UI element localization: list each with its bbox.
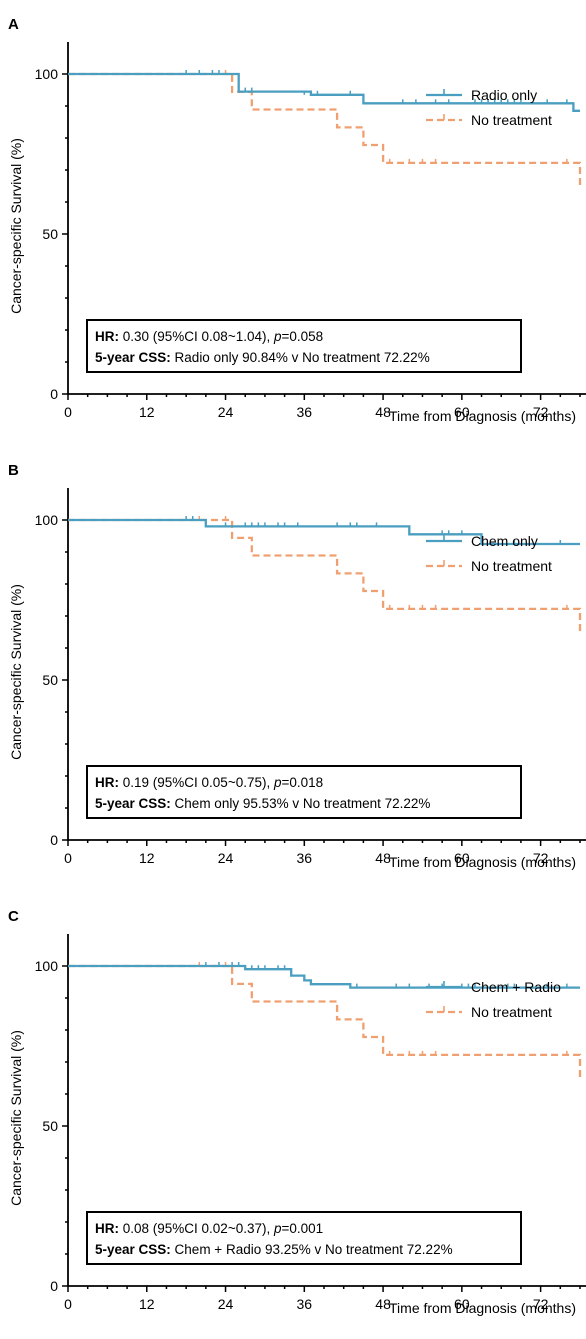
css-text: 5-year CSS: Chem only 95.53% v No treatm… xyxy=(95,796,430,811)
survival-curve-no-treatment xyxy=(68,518,582,634)
hr-label: HR: xyxy=(95,775,119,790)
css-value: Chem + Radio 93.25% v No treatment 72.22… xyxy=(171,1242,453,1257)
legend-label: No treatment xyxy=(471,112,552,128)
x-tick-label: 48 xyxy=(375,404,391,420)
css-text: 5-year CSS: Chem + Radio 93.25% v No tre… xyxy=(95,1242,453,1257)
y-axis-title: Cancer-specific Survival (%) xyxy=(8,1030,24,1206)
panel-label: C xyxy=(8,908,19,925)
annotation-box xyxy=(86,319,522,373)
y-tick-label: 50 xyxy=(42,1118,58,1134)
hr-label: HR: xyxy=(95,329,119,344)
y-axis-title: Cancer-specific Survival (%) xyxy=(8,584,24,760)
hr-value: 0.19 (95%CI 0.05~0.75), xyxy=(119,775,274,790)
x-axis-title: Time from Diagnosis (months) xyxy=(389,408,576,424)
x-tick-label: 12 xyxy=(139,850,155,866)
legend-label: Radio only xyxy=(471,87,537,103)
x-tick-label: 0 xyxy=(64,404,72,420)
x-tick-label: 60 xyxy=(454,1296,470,1312)
x-tick-label: 24 xyxy=(218,850,234,866)
x-tick-label: 36 xyxy=(297,850,313,866)
x-tick-label: 60 xyxy=(454,850,470,866)
annotation-box xyxy=(86,765,522,819)
x-tick-label: 24 xyxy=(218,1296,234,1312)
y-tick-label: 0 xyxy=(50,386,58,402)
survival-curve-treatment xyxy=(68,518,580,546)
km-panel-a: A Cancer-specific Survival (%) Time from D… xyxy=(8,16,586,424)
y-tick-label: 100 xyxy=(35,958,59,974)
panel-label: A xyxy=(8,16,19,33)
css-text: 5-year CSS: Radio only 90.84% v No treat… xyxy=(95,350,430,365)
x-tick-label: 0 xyxy=(64,850,72,866)
y-tick-label: 100 xyxy=(35,66,59,82)
y-tick-label: 0 xyxy=(50,1278,58,1294)
legend-label: Chem only xyxy=(471,533,538,549)
y-tick-label: 0 xyxy=(50,832,58,848)
p-symbol: p xyxy=(273,1221,282,1236)
x-tick-label: 72 xyxy=(533,1296,549,1312)
legend-label: No treatment xyxy=(471,558,552,574)
survival-curve-treatment xyxy=(68,964,580,989)
km-panel-c: C Cancer-specific Survival (%) Time from D… xyxy=(8,908,586,1316)
p-value: =0.001 xyxy=(282,1221,324,1236)
x-tick-label: 48 xyxy=(375,1296,391,1312)
survival-curve-treatment xyxy=(68,72,580,112)
survival-curve-no-treatment xyxy=(68,964,582,1080)
hr-label: HR: xyxy=(95,1221,119,1236)
legend-label: No treatment xyxy=(471,1004,552,1020)
x-tick-label: 36 xyxy=(297,404,313,420)
x-tick-label: 60 xyxy=(454,404,470,420)
hr-text: HR: 0.19 (95%CI 0.05~0.75), p=0.018 xyxy=(95,775,323,790)
css-value: Radio only 90.84% v No treatment 72.22% xyxy=(171,350,430,365)
x-tick-label: 48 xyxy=(375,850,391,866)
y-tick-label: 100 xyxy=(35,512,59,528)
x-tick-label: 72 xyxy=(533,404,549,420)
x-tick-label: 12 xyxy=(139,404,155,420)
hr-value: 0.08 (95%CI 0.02~0.37), xyxy=(119,1221,274,1236)
y-tick-label: 50 xyxy=(42,672,58,688)
x-axis-title: Time from Diagnosis (months) xyxy=(389,854,576,870)
p-value: =0.058 xyxy=(282,329,324,344)
p-symbol: p xyxy=(273,329,282,344)
km-panel-b: B Cancer-specific Survival (%) Time from D… xyxy=(8,462,586,870)
hr-text: HR: 0.30 (95%CI 0.08~1.04), p=0.058 xyxy=(95,329,323,344)
y-axis-title: Cancer-specific Survival (%) xyxy=(8,138,24,314)
x-tick-label: 72 xyxy=(533,850,549,866)
css-label: 5-year CSS: xyxy=(95,1242,171,1257)
hr-value: 0.30 (95%CI 0.08~1.04), xyxy=(119,329,274,344)
x-tick-label: 36 xyxy=(297,1296,313,1312)
p-symbol: p xyxy=(273,775,282,790)
x-tick-label: 24 xyxy=(218,404,234,420)
x-tick-label: 0 xyxy=(64,1296,72,1312)
annotation-box xyxy=(86,1211,522,1265)
hr-text: HR: 0.08 (95%CI 0.02~0.37), p=0.001 xyxy=(95,1221,323,1236)
x-axis-title: Time from Diagnosis (months) xyxy=(389,1300,576,1316)
x-tick-label: 12 xyxy=(139,1296,155,1312)
panel-label: B xyxy=(8,462,19,479)
css-label: 5-year CSS: xyxy=(95,350,171,365)
p-value: =0.018 xyxy=(282,775,324,790)
survival-curve-no-treatment xyxy=(68,72,582,188)
y-tick-label: 50 xyxy=(42,226,58,242)
css-value: Chem only 95.53% v No treatment 72.22% xyxy=(171,796,431,811)
css-label: 5-year CSS: xyxy=(95,796,171,811)
legend-label: Chem + Radio xyxy=(471,979,561,995)
